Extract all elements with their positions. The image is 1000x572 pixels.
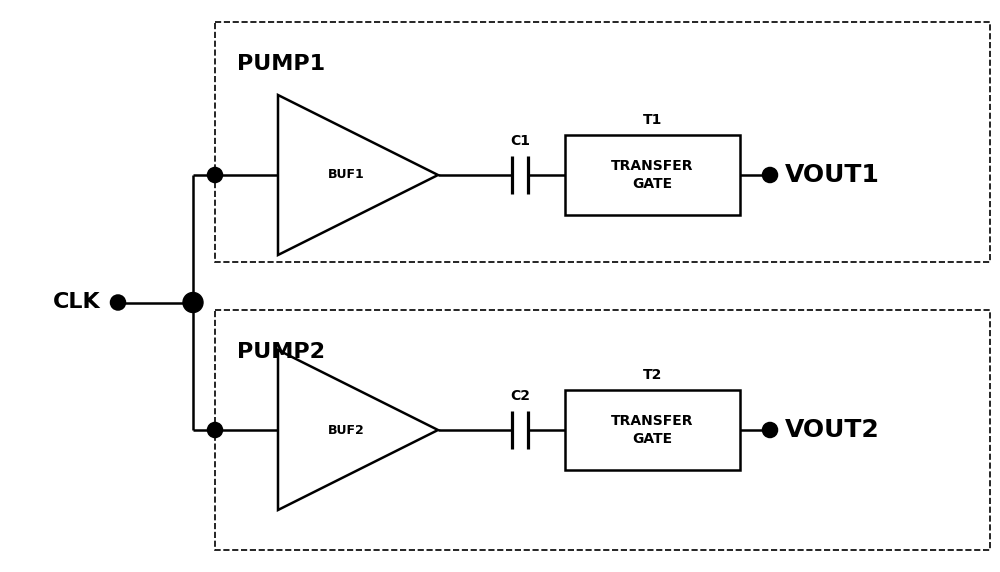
Bar [215,310,990,550]
Bar [565,135,740,215]
Text: BUF2: BUF2 [328,423,364,436]
Circle shape [208,168,222,182]
Polygon shape [278,350,438,510]
Bar [565,390,740,470]
Text: VOUT1: VOUT1 [785,163,880,187]
Circle shape [208,423,222,437]
Circle shape [183,292,203,312]
Circle shape [763,423,777,437]
Text: T2: T2 [643,368,662,382]
Text: PUMP2: PUMP2 [237,342,325,362]
Text: PUMP1: PUMP1 [237,54,325,74]
Text: C1: C1 [510,134,530,148]
Text: BUF1: BUF1 [328,169,364,181]
Text: TRANSFER
GATE: TRANSFER GATE [611,414,694,446]
Circle shape [763,168,777,182]
Text: C2: C2 [510,389,530,403]
Text: TRANSFER
GATE: TRANSFER GATE [611,159,694,191]
Bar [215,22,990,262]
Text: CLK: CLK [52,292,100,312]
Text: T1: T1 [643,113,662,127]
Text: VOUT2: VOUT2 [785,418,880,442]
Polygon shape [278,95,438,255]
Circle shape [111,296,125,309]
